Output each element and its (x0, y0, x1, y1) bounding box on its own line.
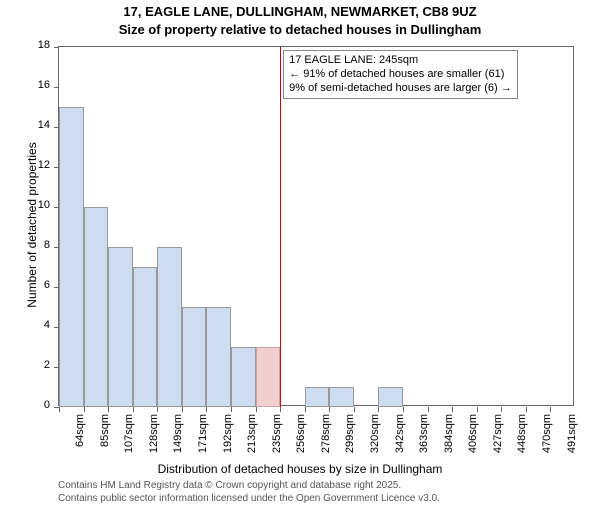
chart-container: 17, EAGLE LANE, DULLINGHAM, NEWMARKET, C… (0, 0, 600, 500)
x-tick-label: 149sqm (173, 414, 185, 453)
x-tick-label: 491sqm (566, 414, 578, 453)
x-tick-label: 320sqm (369, 414, 381, 453)
histogram-bar (305, 387, 330, 407)
x-tick-label: 235sqm (271, 414, 283, 453)
x-tick-label: 363sqm (418, 414, 430, 453)
y-tick-label: 18 (20, 39, 50, 51)
y-tick-label: 0 (20, 399, 50, 411)
chart-title-2: Size of property relative to detached ho… (0, 22, 600, 37)
x-tick-label: 171sqm (197, 414, 209, 453)
x-tick (182, 407, 183, 412)
credit-line-2: Contains public sector information licen… (58, 493, 440, 505)
x-tick (501, 407, 502, 412)
reference-line (280, 47, 281, 407)
y-tick (54, 47, 59, 48)
histogram-bar (108, 247, 133, 407)
x-tick (378, 407, 379, 412)
y-axis-label: Number of detached properties (25, 125, 39, 325)
x-tick-label: 406sqm (467, 414, 479, 453)
x-tick (477, 407, 478, 412)
x-tick (354, 407, 355, 412)
x-tick-label: 342sqm (394, 414, 406, 453)
histogram-bar (231, 347, 256, 407)
x-tick-label: 299sqm (345, 414, 357, 453)
annotation-line-1: 17 EAGLE LANE: 245sqm (289, 54, 512, 68)
x-tick (108, 407, 109, 412)
y-tick-label: 6 (20, 279, 50, 291)
x-tick-label: 192sqm (222, 414, 234, 453)
x-tick-label: 427sqm (492, 414, 504, 453)
x-tick-label: 448sqm (517, 414, 529, 453)
histogram-bar-highlight (256, 347, 281, 407)
x-tick-label: 85sqm (99, 414, 111, 447)
y-tick-label: 8 (20, 239, 50, 251)
x-tick (157, 407, 158, 412)
histogram-bar (182, 307, 207, 407)
histogram-bar (59, 107, 84, 407)
y-tick-label: 2 (20, 359, 50, 371)
chart-title-1: 17, EAGLE LANE, DULLINGHAM, NEWMARKET, C… (0, 4, 600, 19)
histogram-bar (206, 307, 231, 407)
histogram-bar (378, 387, 403, 407)
x-tick (452, 407, 453, 412)
x-tick-label: 107sqm (123, 414, 135, 453)
histogram-bar (157, 247, 182, 407)
x-tick (550, 407, 551, 412)
y-tick-label: 16 (20, 79, 50, 91)
y-tick-label: 4 (20, 319, 50, 331)
x-tick (428, 407, 429, 412)
annotation-line-3: 9% of semi-detached houses are larger (6… (289, 82, 512, 96)
x-tick-label: 470sqm (541, 414, 553, 453)
histogram-bar (133, 267, 158, 407)
x-tick (526, 407, 527, 412)
y-tick-label: 14 (20, 119, 50, 131)
chart-plot-area (58, 46, 574, 406)
x-tick-label: 278sqm (320, 414, 332, 453)
x-axis-label: Distribution of detached houses by size … (0, 462, 600, 476)
histogram-bar (329, 387, 354, 407)
x-tick-label: 64sqm (74, 414, 86, 447)
x-tick (84, 407, 85, 412)
x-tick-label: 384sqm (443, 414, 455, 453)
x-tick (256, 407, 257, 412)
x-tick (231, 407, 232, 412)
x-tick (133, 407, 134, 412)
y-tick-label: 12 (20, 159, 50, 171)
x-tick-label: 128sqm (148, 414, 160, 453)
x-tick (59, 407, 60, 412)
x-tick (305, 407, 306, 412)
credit-line-1: Contains HM Land Registry data © Crown c… (58, 480, 440, 493)
x-tick (206, 407, 207, 412)
annotation-line-2: ← 91% of detached houses are smaller (61… (289, 68, 512, 82)
y-tick (54, 87, 59, 88)
x-tick (280, 407, 281, 412)
x-tick (403, 407, 404, 412)
y-tick-label: 10 (20, 199, 50, 211)
x-tick (329, 407, 330, 412)
annotation-box: 17 EAGLE LANE: 245sqm ← 91% of detached … (283, 50, 518, 99)
credit-text: Contains HM Land Registry data © Crown c… (58, 480, 440, 505)
histogram-bar (84, 207, 109, 407)
x-tick-label: 256sqm (295, 414, 307, 453)
x-tick-label: 213sqm (246, 414, 258, 453)
